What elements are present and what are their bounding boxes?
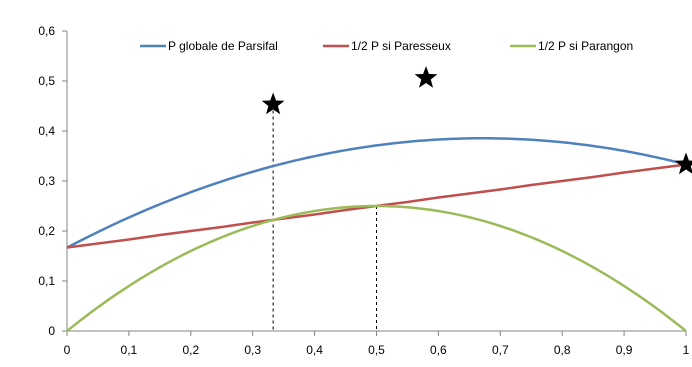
x-tick-label: 0 [64, 343, 71, 357]
y-tick-label: 0,4 [38, 124, 55, 138]
series-line [66, 137, 687, 249]
y-tick-label: 0,1 [38, 274, 55, 288]
x-tick-label: 0,9 [616, 343, 633, 357]
x-tick-label: 0,3 [244, 343, 261, 357]
x-tick-label: 0,7 [492, 343, 509, 357]
x-tick-label: 0,6 [430, 343, 447, 357]
star-marker [414, 66, 438, 88]
y-tick-label: 0,3 [38, 174, 55, 188]
plot-area: 0 0,1 0,2 0,3 0,4 0,5 0,6 0 0,1 0,2 0,3 0,4 0,5 0,6 0,… [38, 24, 692, 357]
series-line [66, 204, 687, 332]
x-tick-label: 0,2 [182, 343, 199, 357]
legend-label: 1/2 P si Paresseux [351, 39, 451, 53]
x-tick-label: 0,4 [306, 343, 323, 357]
y-tick-label: 0,6 [38, 24, 55, 38]
legend-label: P globale de Parsifal [168, 39, 278, 53]
x-tick-label: 0,5 [368, 343, 385, 357]
y-tick-label: 0 [48, 324, 55, 338]
x-tick-label: 0,8 [554, 343, 571, 357]
legend-label: 1/2 P si Parangon [538, 39, 633, 53]
y-tick-label: 0,5 [38, 74, 55, 88]
x-tick-label: 0,1 [121, 343, 138, 357]
y-tick-label: 0,2 [38, 224, 55, 238]
legend: P globale de Parsifal 1/2 P si Paresseux 1… [140, 39, 633, 53]
x-tick-label: 1 [683, 343, 690, 357]
star-marker [674, 152, 692, 175]
star-marker [261, 92, 285, 115]
